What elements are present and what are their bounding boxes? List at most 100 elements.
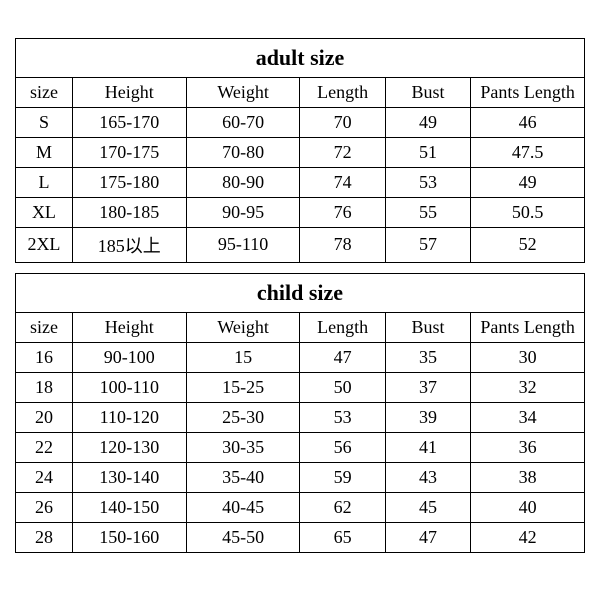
cell: 53 bbox=[385, 167, 470, 197]
cell: 78 bbox=[300, 227, 385, 262]
child-header-row: size Height Weight Length Bust Pants Len… bbox=[16, 312, 585, 342]
cell: 39 bbox=[385, 402, 470, 432]
child-title-row: child size bbox=[16, 273, 585, 312]
cell: 43 bbox=[385, 462, 470, 492]
child-header-size: size bbox=[16, 312, 73, 342]
cell: 49 bbox=[471, 167, 585, 197]
cell: 140-150 bbox=[72, 492, 186, 522]
cell: 45-50 bbox=[186, 522, 300, 552]
cell: 45 bbox=[385, 492, 470, 522]
child-header-length: Length bbox=[300, 312, 385, 342]
cell: 56 bbox=[300, 432, 385, 462]
child-header-pants: Pants Length bbox=[471, 312, 585, 342]
table-row: 22 120-130 30-35 56 41 36 bbox=[16, 432, 585, 462]
cell: 150-160 bbox=[72, 522, 186, 552]
cell: 35-40 bbox=[186, 462, 300, 492]
cell: 2XL bbox=[16, 227, 73, 262]
cell: 90-95 bbox=[186, 197, 300, 227]
cell: M bbox=[16, 137, 73, 167]
adult-header-height: Height bbox=[72, 77, 186, 107]
cell: L bbox=[16, 167, 73, 197]
cell: 26 bbox=[16, 492, 73, 522]
cell: 110-120 bbox=[72, 402, 186, 432]
cell: 165-170 bbox=[72, 107, 186, 137]
table-row: XL 180-185 90-95 76 55 50.5 bbox=[16, 197, 585, 227]
cell: 38 bbox=[471, 462, 585, 492]
cell: 35 bbox=[385, 342, 470, 372]
cell: 25-30 bbox=[186, 402, 300, 432]
cell: 185以上 bbox=[72, 227, 186, 262]
cell: 62 bbox=[300, 492, 385, 522]
cell: 40-45 bbox=[186, 492, 300, 522]
cell: 57 bbox=[385, 227, 470, 262]
table-row: 20 110-120 25-30 53 39 34 bbox=[16, 402, 585, 432]
table-row: 24 130-140 35-40 59 43 38 bbox=[16, 462, 585, 492]
cell: 90-100 bbox=[72, 342, 186, 372]
cell: 180-185 bbox=[72, 197, 186, 227]
cell: 170-175 bbox=[72, 137, 186, 167]
cell: 60-70 bbox=[186, 107, 300, 137]
cell: 42 bbox=[471, 522, 585, 552]
cell: 51 bbox=[385, 137, 470, 167]
cell: 52 bbox=[471, 227, 585, 262]
table-row: 28 150-160 45-50 65 47 42 bbox=[16, 522, 585, 552]
cell: 46 bbox=[471, 107, 585, 137]
cell: 15 bbox=[186, 342, 300, 372]
table-row: 26 140-150 40-45 62 45 40 bbox=[16, 492, 585, 522]
cell: 65 bbox=[300, 522, 385, 552]
cell: 18 bbox=[16, 372, 73, 402]
cell: 47 bbox=[385, 522, 470, 552]
cell: 28 bbox=[16, 522, 73, 552]
cell: 59 bbox=[300, 462, 385, 492]
cell: 30-35 bbox=[186, 432, 300, 462]
table-row: M 170-175 70-80 72 51 47.5 bbox=[16, 137, 585, 167]
cell: 100-110 bbox=[72, 372, 186, 402]
child-header-bust: Bust bbox=[385, 312, 470, 342]
adult-title: adult size bbox=[16, 38, 585, 77]
adult-header-row: size Height Weight Length Bust Pants Len… bbox=[16, 77, 585, 107]
child-title: child size bbox=[16, 273, 585, 312]
cell: 53 bbox=[300, 402, 385, 432]
cell: XL bbox=[16, 197, 73, 227]
cell: 16 bbox=[16, 342, 73, 372]
table-row: 18 100-110 15-25 50 37 32 bbox=[16, 372, 585, 402]
child-header-weight: Weight bbox=[186, 312, 300, 342]
cell: 130-140 bbox=[72, 462, 186, 492]
cell: 20 bbox=[16, 402, 73, 432]
adult-header-bust: Bust bbox=[385, 77, 470, 107]
adult-title-row: adult size bbox=[16, 38, 585, 77]
table-row: S 165-170 60-70 70 49 46 bbox=[16, 107, 585, 137]
cell: 74 bbox=[300, 167, 385, 197]
cell: 70-80 bbox=[186, 137, 300, 167]
cell: 30 bbox=[471, 342, 585, 372]
adult-header-length: Length bbox=[300, 77, 385, 107]
table-row: 16 90-100 15 47 35 30 bbox=[16, 342, 585, 372]
cell: 34 bbox=[471, 402, 585, 432]
table-row: L 175-180 80-90 74 53 49 bbox=[16, 167, 585, 197]
cell: 70 bbox=[300, 107, 385, 137]
cell: 15-25 bbox=[186, 372, 300, 402]
cell: 175-180 bbox=[72, 167, 186, 197]
cell: 120-130 bbox=[72, 432, 186, 462]
cell: 36 bbox=[471, 432, 585, 462]
cell: S bbox=[16, 107, 73, 137]
cell: 37 bbox=[385, 372, 470, 402]
cell: 55 bbox=[385, 197, 470, 227]
cell: 50 bbox=[300, 372, 385, 402]
cell: 47 bbox=[300, 342, 385, 372]
cell: 41 bbox=[385, 432, 470, 462]
cell: 49 bbox=[385, 107, 470, 137]
cell: 50.5 bbox=[471, 197, 585, 227]
child-size-table: child size size Height Weight Length Bus… bbox=[15, 273, 585, 553]
cell: 72 bbox=[300, 137, 385, 167]
cell: 80-90 bbox=[186, 167, 300, 197]
cell: 95-110 bbox=[186, 227, 300, 262]
adult-header-size: size bbox=[16, 77, 73, 107]
cell: 32 bbox=[471, 372, 585, 402]
adult-header-weight: Weight bbox=[186, 77, 300, 107]
cell: 22 bbox=[16, 432, 73, 462]
cell: 76 bbox=[300, 197, 385, 227]
size-chart-container: adult size size Height Weight Length Bus… bbox=[0, 28, 600, 573]
cell: 24 bbox=[16, 462, 73, 492]
adult-size-table: adult size size Height Weight Length Bus… bbox=[15, 38, 585, 263]
